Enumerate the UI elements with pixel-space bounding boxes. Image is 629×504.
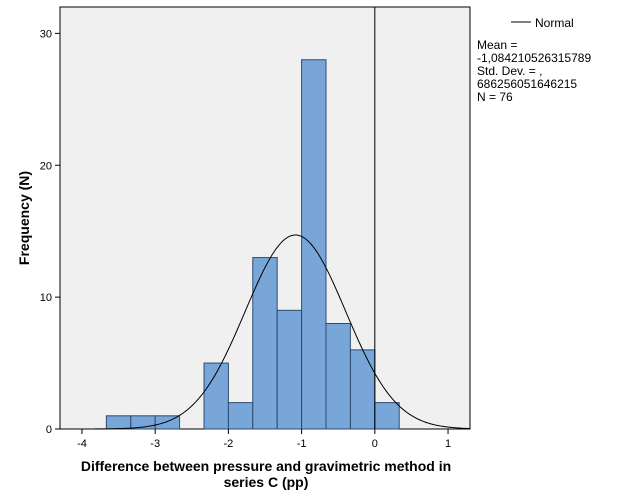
x-tick-label: -1 — [297, 438, 307, 450]
normal-curve-group — [60, 234, 471, 430]
legend-normal-label: Normal — [535, 16, 574, 30]
histogram-bar — [105, 415, 132, 430]
x-tick-label: -2 — [224, 438, 234, 450]
histogram-bar — [301, 59, 327, 430]
x-axis-title-line-2: series C (pp) — [224, 474, 309, 490]
histogram-bar — [227, 402, 254, 430]
legend-stat-sd-value: 686256051646215 — [477, 77, 577, 91]
legend-stat-sd-label: Std. Dev. = , — [477, 64, 542, 78]
x-axis-title-line-1: Difference between pressure and gravimet… — [81, 458, 451, 474]
histogram-bar — [252, 257, 278, 430]
legend-stat-mean-value: -1,084210526315789 — [477, 51, 591, 65]
legend-stat-mean-label: Mean = — [477, 38, 517, 52]
histogram-bar — [374, 402, 400, 430]
y-tick-label: 0 — [46, 424, 52, 436]
x-tick-label: 1 — [445, 438, 451, 450]
legend: Normal Mean = -1,084210526315789 Std. De… — [477, 16, 591, 104]
normal-curve — [60, 234, 471, 430]
histogram-bar — [276, 309, 303, 430]
histogram-bar — [349, 349, 376, 430]
histogram-bar — [203, 362, 229, 430]
y-tick-label: 10 — [40, 292, 52, 304]
x-tick-label: -4 — [77, 438, 87, 450]
y-tick-label: 30 — [40, 28, 52, 40]
y-tick-label: 20 — [40, 160, 52, 172]
x-tick-label: 0 — [372, 438, 378, 450]
histogram-bar — [325, 323, 351, 430]
legend-stat-n: N = 76 — [477, 90, 513, 104]
x-tick-label: -3 — [150, 438, 160, 450]
y-axis-title: Frequency (N) — [16, 171, 32, 265]
